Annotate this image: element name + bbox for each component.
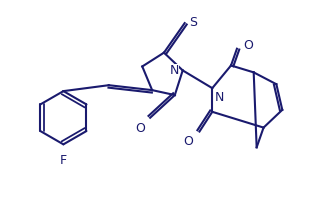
Text: S: S (190, 16, 198, 29)
Text: O: O (184, 135, 193, 148)
Text: N: N (215, 91, 225, 104)
Text: O: O (135, 122, 145, 135)
Text: O: O (243, 39, 253, 52)
Text: N: N (169, 64, 179, 77)
Text: F: F (60, 154, 67, 167)
